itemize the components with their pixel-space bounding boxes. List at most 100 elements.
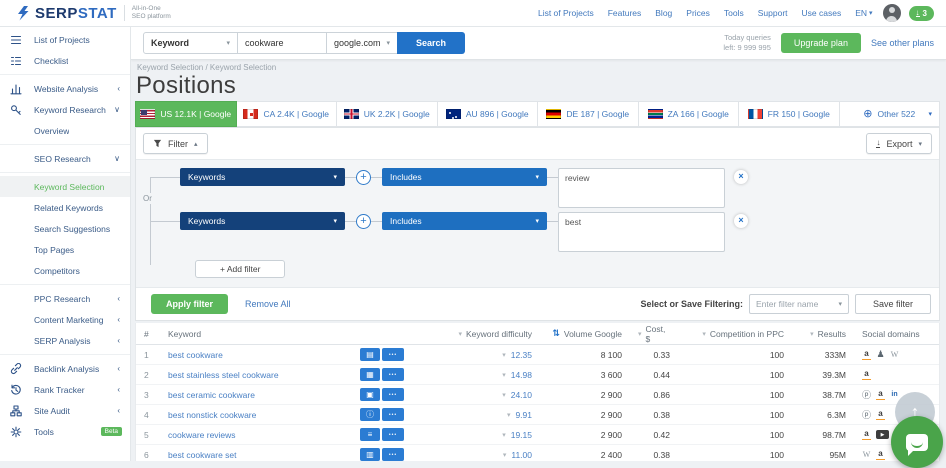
region-tab-ca[interactable]: CA 2.4K | Google — [237, 101, 338, 127]
chevron-down-icon[interactable]: ▾ — [502, 351, 506, 359]
sidebar-item-website-analysis[interactable]: Website Analysis‹ — [0, 78, 130, 99]
sidebar-item-keyword-selection[interactable]: Keyword Selection — [0, 176, 130, 197]
filter-field-select[interactable]: Keywords▾ — [180, 212, 345, 230]
top-nav-link-tools[interactable]: Tools — [724, 8, 744, 18]
search-type-select[interactable]: Keyword▾ — [143, 32, 238, 54]
chevron-down-icon[interactable]: ▾ — [502, 371, 506, 379]
top-nav-link-support[interactable]: Support — [758, 8, 788, 18]
search-button[interactable]: Search — [397, 32, 465, 54]
top-nav-link-features[interactable]: Features — [608, 8, 642, 18]
filter-condition-select[interactable]: Includes▾ — [382, 212, 547, 230]
region-tab-fr[interactable]: FR 150 | Google — [739, 101, 840, 127]
more-serp-features-icon[interactable]: ••• — [382, 368, 404, 381]
filter-caret-icon[interactable]: ▾ — [459, 330, 463, 338]
region-tab-au[interactable]: AU 896 | Google — [438, 101, 539, 127]
serpstat-logo[interactable]: SERPSTAT — [15, 5, 117, 22]
column-header-competition[interactable]: ▾Competition in PPC — [678, 329, 792, 339]
region-tab-za[interactable]: ZA 166 | Google — [639, 101, 740, 127]
pinterest-icon[interactable]: ⓟ — [862, 409, 871, 420]
top-nav-link-list-of-projects[interactable]: List of Projects — [538, 8, 594, 18]
chevron-down-icon[interactable]: ▾ — [503, 451, 507, 459]
more-serp-features-icon[interactable]: ••• — [382, 448, 404, 461]
sort-icon[interactable]: ⇅ — [552, 328, 560, 339]
reddit-icon[interactable]: ♟ — [876, 349, 885, 360]
remove-filter-icon[interactable]: × — [734, 170, 748, 184]
filter-caret-icon[interactable]: ▾ — [638, 330, 642, 338]
keyword-link[interactable]: best nonstick cookware — [168, 410, 256, 420]
filter-toggle-button[interactable]: Filter ▴ — [143, 133, 208, 154]
region-tab-globe[interactable]: ⊕Other 522▾ — [840, 101, 941, 127]
info-serp-feature-icon[interactable]: ⓘ — [360, 408, 380, 421]
column-header-social[interactable]: Social domains — [854, 329, 939, 339]
top-nav-link-use-cases[interactable]: Use cases — [802, 8, 842, 18]
add-condition-button[interactable]: + — [356, 170, 371, 185]
sidebar-item-site-audit[interactable]: Site Audit‹ — [0, 400, 130, 421]
snippet-serp-feature-icon[interactable]: ▤ — [360, 348, 380, 361]
language-selector[interactable]: EN▾ — [855, 8, 872, 18]
chevron-down-icon[interactable]: ▾ — [502, 391, 506, 399]
column-header-cost[interactable]: ▾Cost, $ — [630, 324, 678, 344]
amazon-icon[interactable]: a — [876, 449, 885, 460]
filter-caret-icon[interactable]: ▾ — [702, 330, 706, 338]
filter-field-select[interactable]: Keywords▾ — [180, 168, 345, 186]
filter-caret-icon[interactable]: ▾ — [810, 330, 814, 338]
sidebar-item-checklist[interactable]: Checklist — [0, 50, 130, 71]
region-tab-de[interactable]: DE 187 | Google — [538, 101, 639, 127]
more-serp-features-icon[interactable]: ••• — [382, 408, 404, 421]
search-engine-select[interactable]: google.com▾ — [326, 32, 398, 54]
search-input[interactable] — [237, 32, 327, 54]
filter-condition-select[interactable]: Includes▾ — [382, 168, 547, 186]
sidebar-item-list-of-projects[interactable]: List of Projects — [0, 29, 130, 50]
region-tab-us[interactable]: US 12.1K | Google — [135, 101, 237, 127]
amazon-icon[interactable]: a — [862, 369, 871, 380]
chat-button[interactable] — [891, 416, 943, 468]
filter-value-input[interactable] — [558, 168, 725, 208]
more-serp-features-icon[interactable]: ••• — [382, 388, 404, 401]
remove-filter-icon[interactable]: × — [734, 214, 748, 228]
column-header-keyword[interactable]: Keyword — [160, 329, 412, 339]
sidebar-item-ppc-research[interactable]: PPC Research‹ — [0, 288, 130, 309]
cart-serp-feature-icon[interactable]: ▥ — [360, 448, 380, 461]
pinterest-icon[interactable]: ⓟ — [862, 389, 871, 400]
amazon-icon[interactable]: a — [876, 409, 885, 420]
sidebar-item-backlink-analysis[interactable]: Backlink Analysis‹ — [0, 358, 130, 379]
more-serp-features-icon[interactable]: ••• — [382, 428, 404, 441]
images-serp-feature-icon[interactable]: ▦ — [360, 368, 380, 381]
filter-name-select[interactable]: Enter filter name ▾ — [749, 294, 849, 314]
sidebar-item-search-suggestions[interactable]: Search Suggestions — [0, 218, 130, 239]
avatar[interactable] — [883, 4, 901, 22]
add-condition-button[interactable]: + — [356, 214, 371, 229]
more-serp-features-icon[interactable]: ••• — [382, 348, 404, 361]
add-filter-button[interactable]: + Add filter — [195, 260, 285, 278]
youtube-icon[interactable]: ▶ — [876, 430, 889, 439]
apply-filter-button[interactable]: Apply filter — [151, 294, 228, 314]
keyword-link[interactable]: best ceramic cookware — [168, 390, 255, 400]
sidebar-item-keyword-research[interactable]: Keyword Research∨ — [0, 99, 130, 120]
keyword-link[interactable]: best cookware — [168, 350, 223, 360]
keyword-link[interactable]: cookware reviews — [168, 430, 236, 440]
sidebar-item-overview[interactable]: Overview — [0, 120, 130, 141]
export-button[interactable]: ↓ Export ▾ — [866, 133, 932, 154]
filter-value-input[interactable] — [558, 212, 725, 252]
keyword-link[interactable]: best cookware set — [168, 450, 237, 460]
column-header-results[interactable]: ▾Results — [792, 329, 854, 339]
sidebar-item-related-keywords[interactable]: Related Keywords — [0, 197, 130, 218]
sidebar-item-rank-tracker[interactable]: Rank Tracker‹ — [0, 379, 130, 400]
monitor-serp-feature-icon[interactable]: ▣ — [360, 388, 380, 401]
upgrade-plan-button[interactable]: Upgrade plan — [781, 33, 861, 53]
sidebar-item-competitors[interactable]: Competitors — [0, 260, 130, 281]
amazon-icon[interactable]: a — [862, 429, 871, 440]
list-serp-feature-icon[interactable]: ≡ — [360, 428, 380, 441]
sidebar-item-tools[interactable]: ToolsBeta — [0, 421, 130, 442]
credits-badge[interactable]: ↓ 3 — [909, 6, 934, 21]
top-nav-link-blog[interactable]: Blog — [655, 8, 672, 18]
amazon-icon[interactable]: a — [862, 349, 871, 360]
column-header-difficulty[interactable]: ▾Keyword difficulty — [412, 329, 540, 339]
wikipedia-icon[interactable]: W — [862, 449, 871, 460]
region-tab-uk[interactable]: UK 2.2K | Google — [337, 101, 438, 127]
sidebar-item-content-marketing[interactable]: Content Marketing‹ — [0, 309, 130, 330]
chevron-down-icon[interactable]: ▾ — [502, 431, 506, 439]
sidebar-item-seo-research[interactable]: SEO Research∨ — [0, 148, 130, 169]
sidebar-item-top-pages[interactable]: Top Pages — [0, 239, 130, 260]
linkedin-icon[interactable]: in — [890, 389, 899, 400]
